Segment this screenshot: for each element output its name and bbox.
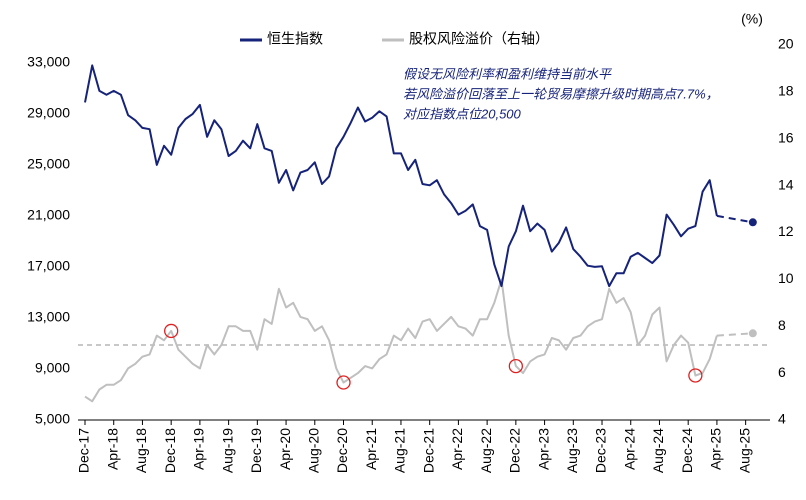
y-tick-label: 33,000 — [27, 54, 70, 70]
x-tick-label: Dec-20 — [334, 428, 350, 473]
y2-unit: (%) — [741, 11, 763, 27]
x-tick-label: Aug-23 — [564, 428, 580, 473]
y2-tick-label: 10 — [778, 270, 794, 286]
x-tick-label: Aug-22 — [478, 428, 494, 473]
highlight-circle — [336, 375, 351, 390]
y2-tick-label: 16 — [778, 129, 794, 145]
x-tick-label: Apr-22 — [449, 428, 465, 470]
x-tick-label: Apr-19 — [191, 428, 207, 470]
highlight-circle — [688, 368, 703, 383]
y2-tick-label: 4 — [778, 411, 786, 427]
series-line — [84, 278, 718, 403]
series-line — [84, 64, 718, 288]
annotation: 对应指数点位20,500 — [403, 106, 522, 121]
highlight-circle — [164, 323, 179, 339]
legend-label: 恒生指数 — [267, 31, 323, 47]
y-tick-label: 29,000 — [27, 105, 70, 121]
x-tick-label: Apr-23 — [535, 428, 551, 470]
y-tick-label: 9,000 — [35, 360, 70, 376]
x-tick-label: Dec-17 — [76, 428, 92, 473]
projection-line — [716, 214, 753, 224]
x-tick-label: Aug-24 — [650, 428, 666, 473]
x-tick-label: Aug-18 — [133, 428, 149, 473]
x-tick-label: Dec-19 — [248, 428, 264, 473]
x-tick-label: Dec-18 — [162, 428, 178, 473]
x-tick-label: Aug-19 — [219, 428, 235, 473]
projection-point — [748, 329, 757, 338]
legend-label: 股权风险溢价（右轴） — [409, 31, 549, 47]
x-tick-label: Apr-20 — [277, 428, 293, 470]
y-tick-label: 13,000 — [27, 309, 70, 325]
annotation: 若风险溢价回落至上一轮贸易摩擦升级时期高点7.7%， — [403, 86, 719, 101]
annotation: 假设无风险利率和盈利维持当前水平 — [403, 66, 613, 81]
highlight-circle — [508, 358, 524, 374]
x-tick-label: Apr-21 — [363, 428, 379, 470]
y-tick-label: 5,000 — [35, 411, 70, 427]
y2-tick-label: 8 — [778, 317, 786, 333]
x-tick-label: Apr-25 — [708, 428, 724, 470]
x-tick-label: Aug-21 — [392, 428, 408, 473]
y-tick-label: 21,000 — [27, 207, 70, 223]
x-tick-label: Dec-22 — [507, 428, 523, 473]
y-tick-label: 17,000 — [27, 258, 70, 274]
projection-point — [748, 218, 757, 227]
x-tick-label: Aug-25 — [736, 428, 752, 473]
x-tick-label: Dec-21 — [420, 428, 436, 473]
y2-tick-label: 12 — [778, 223, 794, 239]
x-tick-label: Aug-20 — [305, 428, 321, 473]
x-tick-label: Apr-24 — [621, 428, 637, 470]
projection-line — [716, 332, 753, 337]
y2-tick-label: 18 — [778, 83, 794, 99]
y2-tick-label: 6 — [778, 364, 786, 380]
y2-tick-label: 14 — [778, 176, 794, 192]
x-tick-label: Dec-24 — [679, 428, 695, 473]
y2-tick-label: 20 — [778, 36, 794, 52]
y-tick-label: 25,000 — [27, 156, 70, 172]
x-tick-label: Apr-18 — [104, 428, 120, 470]
x-tick-label: Dec-23 — [593, 428, 609, 473]
